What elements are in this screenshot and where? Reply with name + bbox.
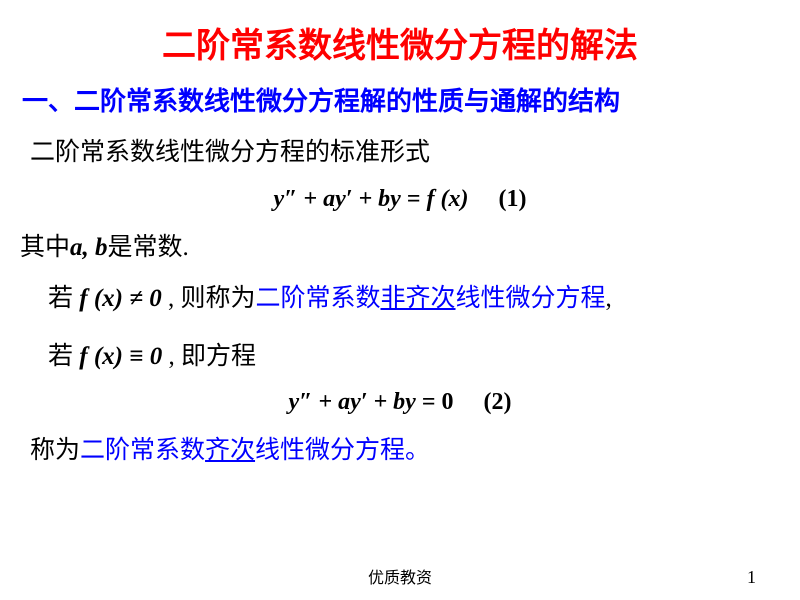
slide-title: 二阶常系数线性微分方程的解法 — [20, 18, 780, 67]
eq1-equals: = — [401, 186, 427, 212]
footer-text: 优质教资 — [0, 564, 800, 588]
page-number: 1 — [747, 567, 756, 588]
hom2-prefix: 称为 — [30, 437, 80, 464]
slide: 二阶常系数线性微分方程的解法 一、二阶常系数线性微分方程解的性质与通解的结构 二… — [0, 0, 800, 600]
nonhom-math: f (x) ≠ 0 — [79, 285, 161, 312]
const-prefix: 其中 — [20, 234, 70, 261]
text-nonhomogeneous: 若 f (x) ≠ 0 , 则称为二阶常系数非齐次线性微分方程, — [48, 280, 780, 318]
eq1-lhs: y″ + ay′ + by — [274, 186, 401, 212]
text-standard-form: 二阶常系数线性微分方程的标准形式 — [30, 134, 780, 172]
hom2-blue1: 二阶常系数 — [80, 437, 205, 464]
eq2-rhs: 0 — [442, 389, 454, 415]
nonhom-mid: , 则称为 — [162, 285, 256, 312]
eq1-tag: (1) — [499, 186, 527, 212]
eq2-tag: (2) — [484, 389, 512, 415]
const-math: a, b — [70, 234, 108, 261]
text-constants: 其中a, b是常数. — [20, 229, 780, 267]
nonhom-blue2: 线性微分方程 — [456, 285, 606, 312]
eq2-equals: = — [416, 389, 442, 415]
text-homogeneous-called: 称为二阶常系数齐次线性微分方程。 — [30, 432, 780, 470]
hom1-math: f (x) ≡ 0 — [79, 343, 162, 370]
nonhom-comma: , — [606, 285, 612, 312]
hom2-blue2: 线性微分方程。 — [255, 437, 430, 464]
nonhom-blue-underline: 非齐次 — [381, 285, 456, 312]
hom1-suffix: , 即方程 — [162, 343, 256, 370]
hom2-blue-underline: 齐次 — [205, 437, 255, 464]
equation-2: y″ + ay′ + by = 0 (2) — [20, 389, 780, 416]
text-homogeneous-if: 若 f (x) ≡ 0 , 即方程 — [48, 338, 780, 376]
eq2-lhs: y″ + ay′ + by — [289, 389, 416, 415]
eq1-rhs: f (x) — [427, 186, 469, 212]
section-heading: 一、二阶常系数线性微分方程解的性质与通解的结构 — [22, 81, 780, 118]
hom1-prefix: 若 — [48, 343, 79, 370]
const-suffix: 是常数. — [108, 234, 189, 261]
nonhom-blue1: 二阶常系数 — [255, 285, 380, 312]
nonhom-prefix: 若 — [48, 285, 79, 312]
equation-1: y″ + ay′ + by = f (x) (1) — [20, 186, 780, 213]
